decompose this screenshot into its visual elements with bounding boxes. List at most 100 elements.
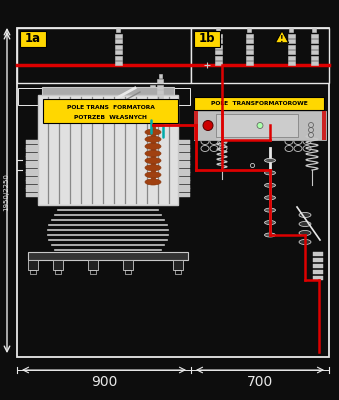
Bar	[178, 180, 190, 182]
Bar	[26, 169, 40, 170]
Text: POLE  TRANSFORMATOROWE: POLE TRANSFORMATOROWE	[211, 101, 307, 106]
Bar	[178, 171, 190, 173]
Bar	[216, 114, 298, 137]
Bar	[178, 147, 190, 149]
Bar	[287, 50, 295, 54]
Bar	[150, 116, 156, 120]
Bar	[28, 252, 188, 260]
Bar	[123, 260, 133, 270]
Bar	[178, 161, 190, 162]
Ellipse shape	[299, 230, 311, 236]
Ellipse shape	[299, 212, 311, 218]
Bar	[26, 182, 40, 184]
Bar	[26, 147, 40, 149]
Bar	[178, 187, 190, 189]
Text: 1950/2250: 1950/2250	[3, 174, 9, 212]
Bar	[26, 145, 40, 146]
Ellipse shape	[145, 158, 161, 164]
Bar	[178, 142, 190, 144]
Text: POTRZEB  WŁASNYCH: POTRZEB WŁASNYCH	[74, 115, 147, 120]
Ellipse shape	[145, 143, 161, 149]
Text: 700: 700	[247, 375, 273, 389]
Bar	[313, 264, 323, 268]
Ellipse shape	[264, 158, 276, 162]
Bar	[26, 172, 40, 174]
Bar	[26, 140, 40, 142]
Bar	[150, 110, 156, 114]
Bar	[313, 270, 323, 274]
Bar	[26, 195, 40, 197]
Bar	[38, 95, 178, 205]
Bar	[150, 144, 156, 148]
Bar	[178, 164, 190, 166]
Bar	[26, 163, 40, 165]
Bar	[191, 28, 329, 83]
Bar	[53, 260, 63, 270]
Bar	[17, 28, 191, 83]
Ellipse shape	[299, 222, 311, 226]
Bar	[26, 171, 40, 173]
Bar	[178, 158, 190, 160]
Bar	[178, 185, 190, 186]
Bar	[287, 39, 295, 43]
Bar	[18, 88, 190, 105]
Bar	[43, 99, 178, 123]
Text: 1b: 1b	[199, 32, 215, 46]
Bar	[178, 153, 190, 154]
Bar	[215, 61, 221, 65]
Bar	[17, 28, 329, 357]
Bar	[289, 28, 293, 32]
Bar	[26, 164, 40, 166]
Bar	[245, 39, 253, 43]
Bar	[178, 174, 190, 176]
Bar	[178, 148, 190, 150]
Ellipse shape	[145, 150, 161, 156]
Bar	[178, 169, 190, 170]
Bar	[178, 156, 190, 158]
Ellipse shape	[145, 165, 161, 171]
Bar	[173, 260, 183, 270]
Bar	[178, 140, 190, 142]
Bar	[194, 31, 220, 47]
Bar	[178, 166, 190, 168]
Bar	[178, 188, 190, 190]
Bar	[311, 56, 318, 60]
Bar	[157, 90, 163, 94]
Bar	[115, 44, 121, 48]
Bar	[287, 61, 295, 65]
Bar	[247, 28, 251, 32]
Bar	[26, 185, 40, 186]
Bar	[150, 138, 156, 142]
Bar	[26, 188, 40, 190]
Bar	[311, 39, 318, 43]
Ellipse shape	[264, 233, 276, 237]
Bar	[287, 44, 295, 48]
Bar	[178, 177, 190, 178]
Bar	[115, 34, 121, 38]
Bar	[115, 56, 121, 60]
Ellipse shape	[145, 172, 161, 178]
Bar	[115, 39, 121, 43]
Ellipse shape	[145, 129, 161, 135]
Bar	[42, 87, 174, 95]
Bar	[322, 111, 326, 140]
Bar	[313, 276, 323, 280]
Text: 900: 900	[91, 375, 117, 389]
Bar	[178, 182, 190, 184]
Bar	[178, 172, 190, 174]
Bar	[26, 153, 40, 154]
Bar	[26, 180, 40, 182]
Bar	[178, 155, 190, 157]
Bar	[116, 28, 120, 32]
Ellipse shape	[299, 240, 311, 244]
Bar	[215, 50, 221, 54]
Text: 1a: 1a	[25, 32, 41, 46]
Bar	[178, 163, 190, 165]
Bar	[150, 149, 156, 153]
Bar	[28, 260, 38, 270]
Bar	[152, 105, 155, 109]
Bar	[150, 132, 156, 136]
Bar	[115, 50, 121, 54]
Bar	[312, 28, 316, 32]
Bar	[157, 84, 163, 88]
